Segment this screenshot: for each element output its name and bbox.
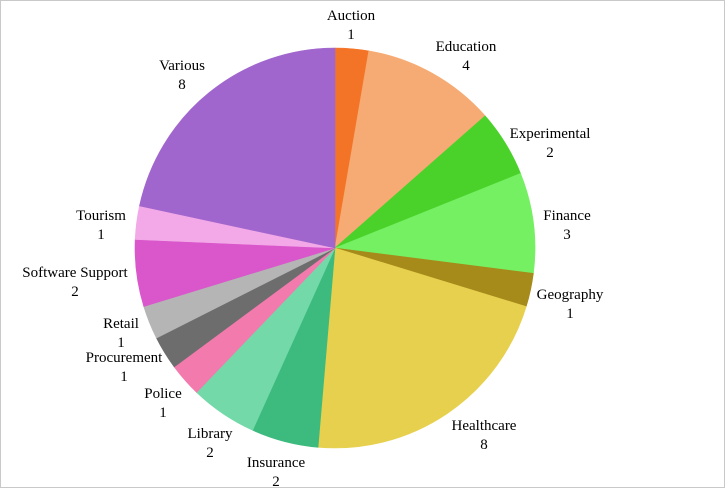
pie-slices <box>134 47 536 449</box>
slice-label-name: Auction <box>327 8 376 24</box>
slice-label-value: 1 <box>566 306 574 322</box>
slice-label-name: Various <box>159 58 205 74</box>
slice-label-auction: Auction 1 <box>327 8 376 43</box>
slice-label-name: Education <box>436 39 497 55</box>
slice-label-value: 8 <box>178 77 186 93</box>
slice-label-tourism: Tourism 1 <box>76 208 126 243</box>
slice-label-value: 4 <box>462 58 470 74</box>
slice-label-name: Procurement <box>86 350 163 366</box>
slice-label-value: 2 <box>206 445 214 461</box>
slice-label-value: 3 <box>563 227 571 243</box>
slice-label-police: Police 1 <box>144 386 182 421</box>
slice-label-value: 2 <box>546 145 554 161</box>
slice-label-value: 1 <box>97 227 105 243</box>
slice-label-finance: Finance 3 <box>543 208 591 243</box>
slice-label-value: 8 <box>480 437 488 453</box>
slice-label-name: Police <box>144 386 182 402</box>
slice-label-value: 1 <box>120 369 128 385</box>
slice-label-education: Education 4 <box>436 39 497 74</box>
slice-label-software-support: Software Support 2 <box>22 265 128 300</box>
slice-label-geography: Geography 1 <box>537 287 604 322</box>
slice-label-name: Insurance <box>247 455 306 471</box>
slice-label-healthcare: Healthcare 8 <box>452 418 517 453</box>
slice-label-name: Finance <box>543 208 591 224</box>
pie-slice-various <box>139 47 336 249</box>
pie-labels: Auction 1 Education 4 Experimental 2 Finance 3 G… <box>22 8 604 488</box>
slice-label-value: 2 <box>272 474 280 488</box>
slice-label-insurance: Insurance 2 <box>247 455 306 488</box>
slice-label-value: 2 <box>71 284 79 300</box>
slice-label-value: 1 <box>117 335 125 351</box>
pie-slice-finance <box>333 173 536 274</box>
slice-label-library: Library 2 <box>188 426 233 461</box>
slice-label-name: Experimental <box>510 126 591 142</box>
pie-slice-healthcare <box>317 247 527 449</box>
slice-label-name: Geography <box>537 287 604 303</box>
slice-label-various: Various 8 <box>159 58 205 93</box>
slice-label-name: Retail <box>103 316 139 332</box>
slice-label-name: Tourism <box>76 208 126 224</box>
slice-label-procurement: Procurement 1 <box>86 350 163 385</box>
slice-label-name: Healthcare <box>452 418 517 434</box>
slice-label-name: Software Support <box>22 265 128 281</box>
slice-label-retail: Retail 1 <box>103 316 139 351</box>
slice-label-value: 1 <box>347 27 355 43</box>
slice-label-experimental: Experimental 2 <box>510 126 591 161</box>
slice-label-name: Library <box>188 426 233 442</box>
pie-slice-education <box>334 50 486 249</box>
slice-label-value: 1 <box>159 405 167 421</box>
